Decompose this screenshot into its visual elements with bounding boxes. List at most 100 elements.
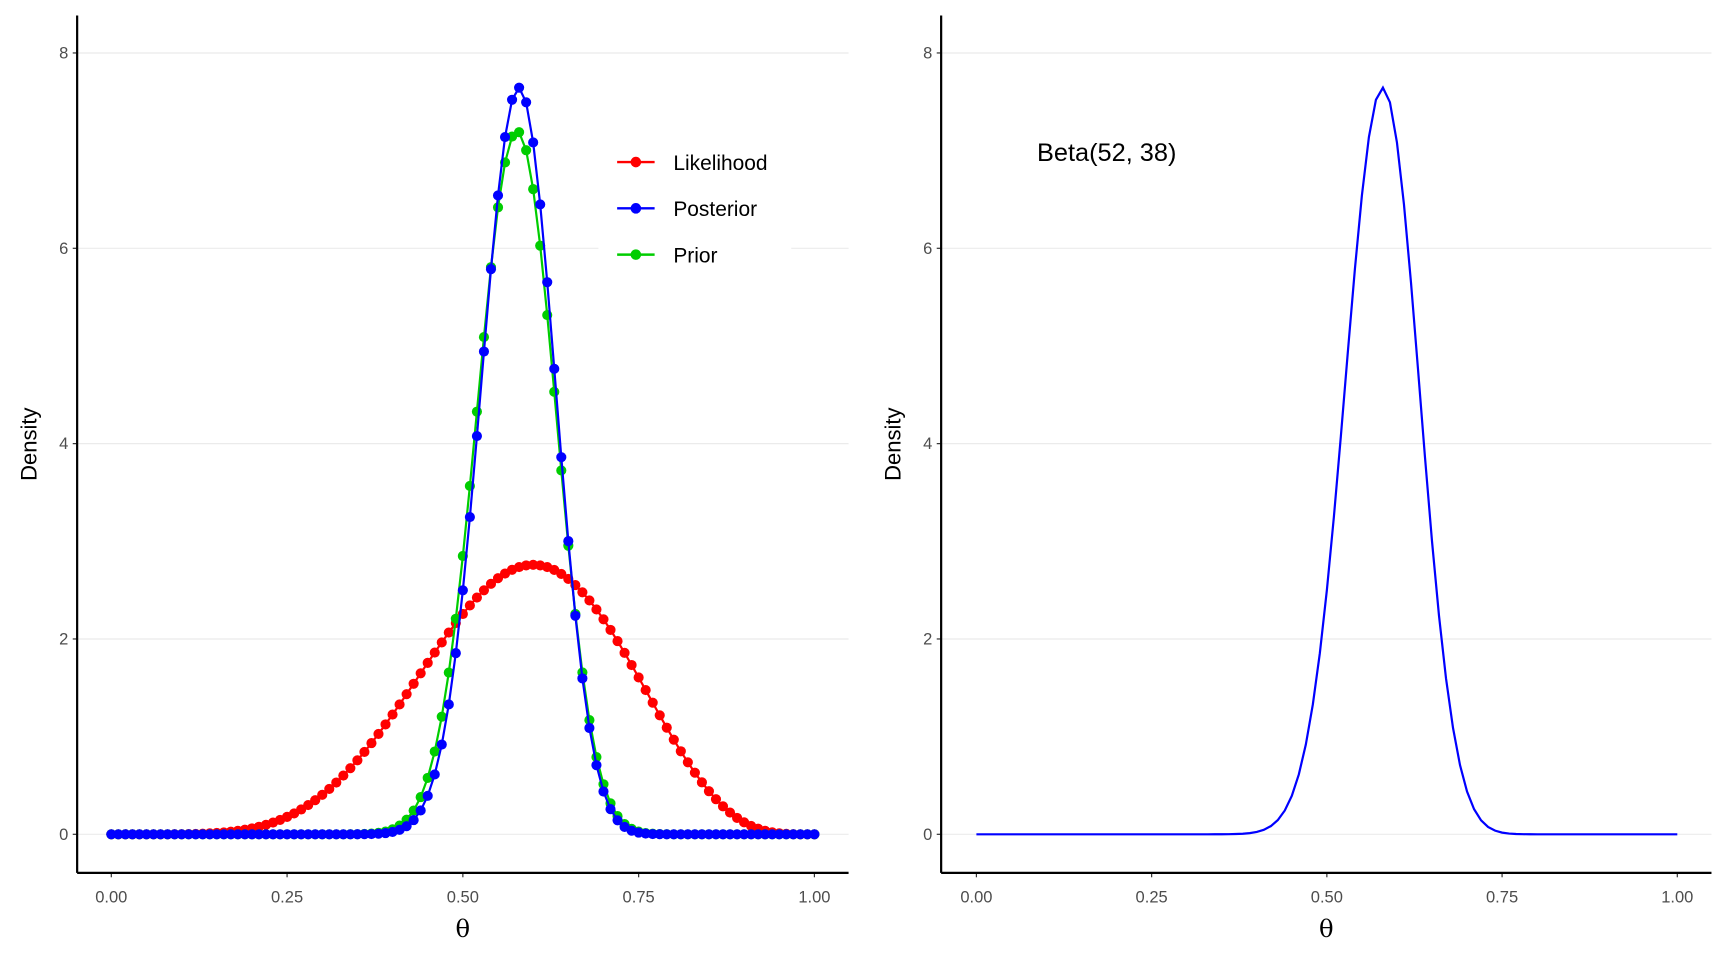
x-axis-title: θ — [456, 914, 471, 943]
legend-label: Likelihood — [673, 152, 767, 175]
data-point — [296, 829, 307, 840]
data-point — [598, 786, 609, 797]
data-point — [120, 829, 131, 840]
y-tick-label: 6 — [59, 239, 68, 258]
data-point — [647, 697, 658, 708]
data-point — [528, 137, 539, 148]
data-point — [331, 829, 342, 840]
data-point — [134, 829, 145, 840]
data-point — [499, 131, 511, 143]
data-point — [717, 829, 729, 840]
data-point — [183, 829, 194, 840]
data-point — [127, 829, 138, 840]
data-point — [303, 829, 314, 840]
data-point — [549, 363, 560, 374]
data-point — [464, 600, 475, 611]
data-point — [528, 184, 539, 195]
data-point — [781, 829, 792, 840]
series-beta-52-38- — [976, 85, 1678, 836]
data-point — [654, 829, 665, 840]
data-point — [633, 672, 644, 683]
data-point — [753, 829, 764, 840]
data-point — [485, 264, 497, 275]
x-tick-label: 0.50 — [1311, 888, 1343, 907]
data-point — [570, 610, 581, 621]
y-tick-label: 4 — [59, 434, 68, 453]
data-point — [204, 829, 215, 840]
data-point — [338, 770, 349, 781]
data-point — [450, 648, 461, 659]
data-point — [563, 536, 574, 547]
y-axis-title: Density — [880, 407, 905, 480]
left-panel-likelihood-prior-posterior: 0 2 4 6 8 0.00 0.25 0.50 0.75 1.00 θ Density Likelih… — [16, 15, 849, 943]
data-point — [338, 829, 349, 840]
data-point — [436, 711, 447, 722]
data-point — [380, 719, 391, 730]
data-point — [429, 769, 440, 780]
data-point — [591, 604, 602, 615]
data-point — [724, 829, 736, 840]
data-point — [640, 684, 651, 696]
data-point — [471, 406, 482, 417]
data-point — [612, 815, 623, 826]
data-point — [408, 815, 419, 826]
data-point — [232, 829, 243, 840]
data-point — [169, 829, 180, 840]
data-point — [612, 636, 623, 647]
data-point — [471, 592, 482, 603]
data-point — [549, 386, 560, 397]
data-point — [478, 585, 490, 596]
data-point — [795, 829, 806, 840]
legend-key-point — [630, 249, 642, 260]
data-point — [689, 829, 700, 840]
beta-annotation: Beta(52, 38) — [1037, 139, 1176, 167]
data-point — [429, 647, 440, 658]
data-point — [556, 568, 567, 579]
y-tick-label: 4 — [923, 434, 932, 453]
data-point — [514, 127, 525, 138]
y-tick-label: 8 — [59, 43, 68, 62]
data-point — [696, 777, 707, 788]
data-point — [289, 829, 300, 840]
data-point — [556, 452, 567, 463]
data-point — [626, 659, 637, 671]
data-point — [443, 667, 454, 678]
data-point — [710, 794, 722, 805]
legend: Likelihood Posterior Prior — [598, 137, 792, 279]
legend-key-point — [630, 156, 642, 168]
data-point — [542, 277, 553, 288]
data-point — [661, 722, 672, 733]
x-tick-label: 0.00 — [960, 888, 992, 907]
data-point — [239, 829, 250, 840]
x-tick-label: 0.75 — [623, 888, 655, 907]
data-point — [436, 739, 447, 750]
x-tick-label: 0.00 — [95, 888, 127, 907]
y-tick-label: 2 — [923, 629, 932, 648]
data-point — [577, 587, 588, 598]
data-point — [310, 795, 321, 806]
data-point — [492, 202, 504, 213]
data-point — [809, 829, 820, 840]
data-point — [535, 199, 546, 210]
data-point — [485, 578, 497, 589]
data-point — [331, 777, 342, 788]
data-point — [577, 673, 588, 684]
data-point — [401, 689, 412, 700]
data-point — [310, 829, 321, 840]
data-point — [760, 829, 771, 840]
data-point — [654, 710, 665, 721]
data-point — [359, 746, 370, 757]
data-point — [774, 829, 785, 840]
x-tick-label: 0.25 — [1136, 888, 1168, 907]
data-point — [106, 829, 117, 840]
data-point — [443, 699, 454, 710]
y-tick-label: 8 — [923, 43, 932, 62]
data-point — [682, 757, 693, 768]
data-point — [788, 829, 799, 840]
data-point — [619, 647, 630, 658]
right-panel-posterior-beta: 0 2 4 6 8 0.00 0.25 0.50 0.75 1.00 θ Density Beta(52… — [880, 15, 1712, 943]
data-point — [141, 829, 152, 840]
y-tick-label: 6 — [923, 239, 932, 258]
y-tick-label: 2 — [59, 629, 68, 648]
